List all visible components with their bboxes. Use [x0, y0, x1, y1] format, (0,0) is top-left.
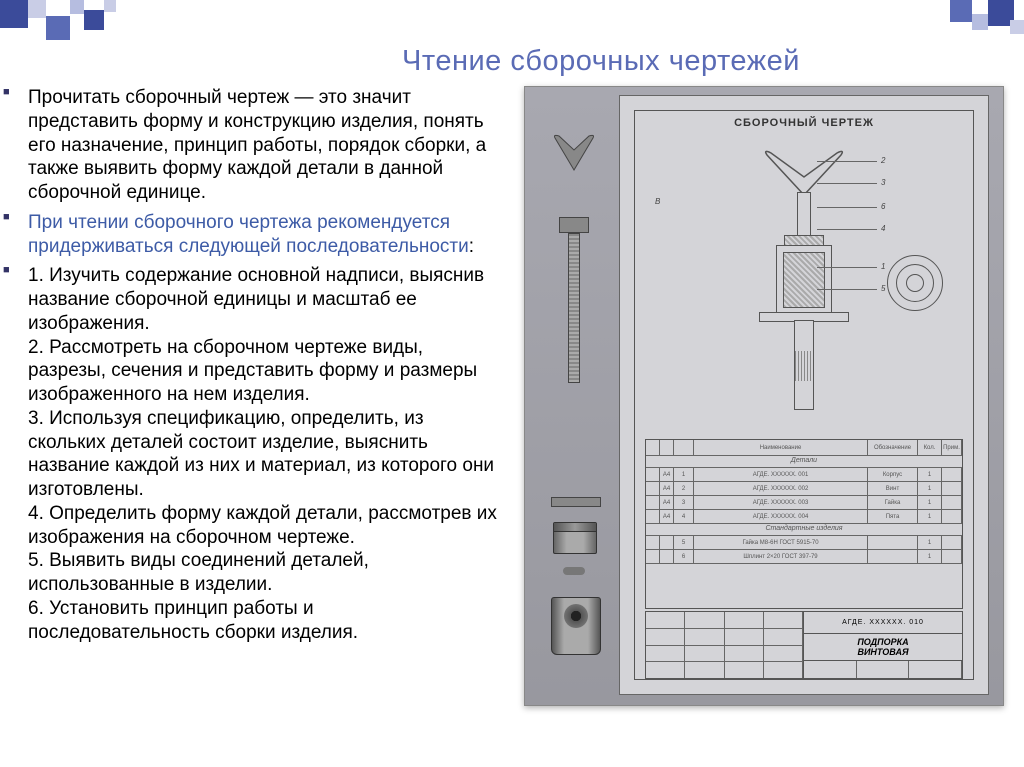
sheet-title: СБОРОЧНЫЙ ЧЕРТЕЖ — [635, 117, 973, 129]
part-hex-nut — [553, 522, 597, 554]
title-block: АГДЕ. XXXXXX. 010 ПОДПОРКА ВИНТОВАЯ — [645, 611, 963, 679]
drawing-sheet: СБОРОЧНЫЙ ЧЕРТЕЖ B 23 — [619, 95, 989, 695]
exploded-parts — [537, 107, 607, 667]
leader-lines: 236415 — [645, 137, 963, 437]
bullet-recommendation-text: При чтении сборочного чертежа рекомендуе… — [28, 212, 469, 257]
image-column: СБОРОЧНЫЙ ЧЕРТЕЖ B 23 — [518, 86, 1004, 706]
bullet-steps: 1. Изучить содержание основной надписи, … — [28, 264, 498, 644]
part-bushing — [551, 597, 601, 655]
part-pin — [563, 567, 585, 575]
slide-content: Чтение сборочных чертежей Прочитать сбор… — [28, 45, 1004, 706]
drawing-name-2: ВИНТОВАЯ — [857, 647, 908, 657]
drawing-code: АГДЕ. XXXXXX. 010 — [804, 612, 962, 634]
part-washer — [551, 497, 601, 507]
part-bolt — [559, 217, 589, 387]
assembly-drawing-photo: СБОРОЧНЫЙ ЧЕРТЕЖ B 23 — [524, 86, 1004, 706]
bullet-definition: Прочитать сборочный чертеж — это значит … — [28, 86, 498, 205]
specification-table: НаименованиеОбозначениеКол.Прим.ДеталиA4… — [645, 439, 963, 609]
slide-title: Чтение сборочных чертежей — [28, 45, 1004, 78]
main-view: B 236415 — [645, 137, 963, 437]
drawing-name: ПОДПОРКА ВИНТОВАЯ — [804, 634, 962, 660]
decorative-header — [0, 0, 1024, 50]
bullet-recommendation: При чтении сборочного чертежа рекомендуе… — [28, 211, 498, 259]
drawing-name-1: ПОДПОРКА — [857, 637, 908, 647]
part-wing-nut — [547, 132, 602, 172]
text-column: Прочитать сборочный чертеж — это значит … — [28, 86, 498, 706]
